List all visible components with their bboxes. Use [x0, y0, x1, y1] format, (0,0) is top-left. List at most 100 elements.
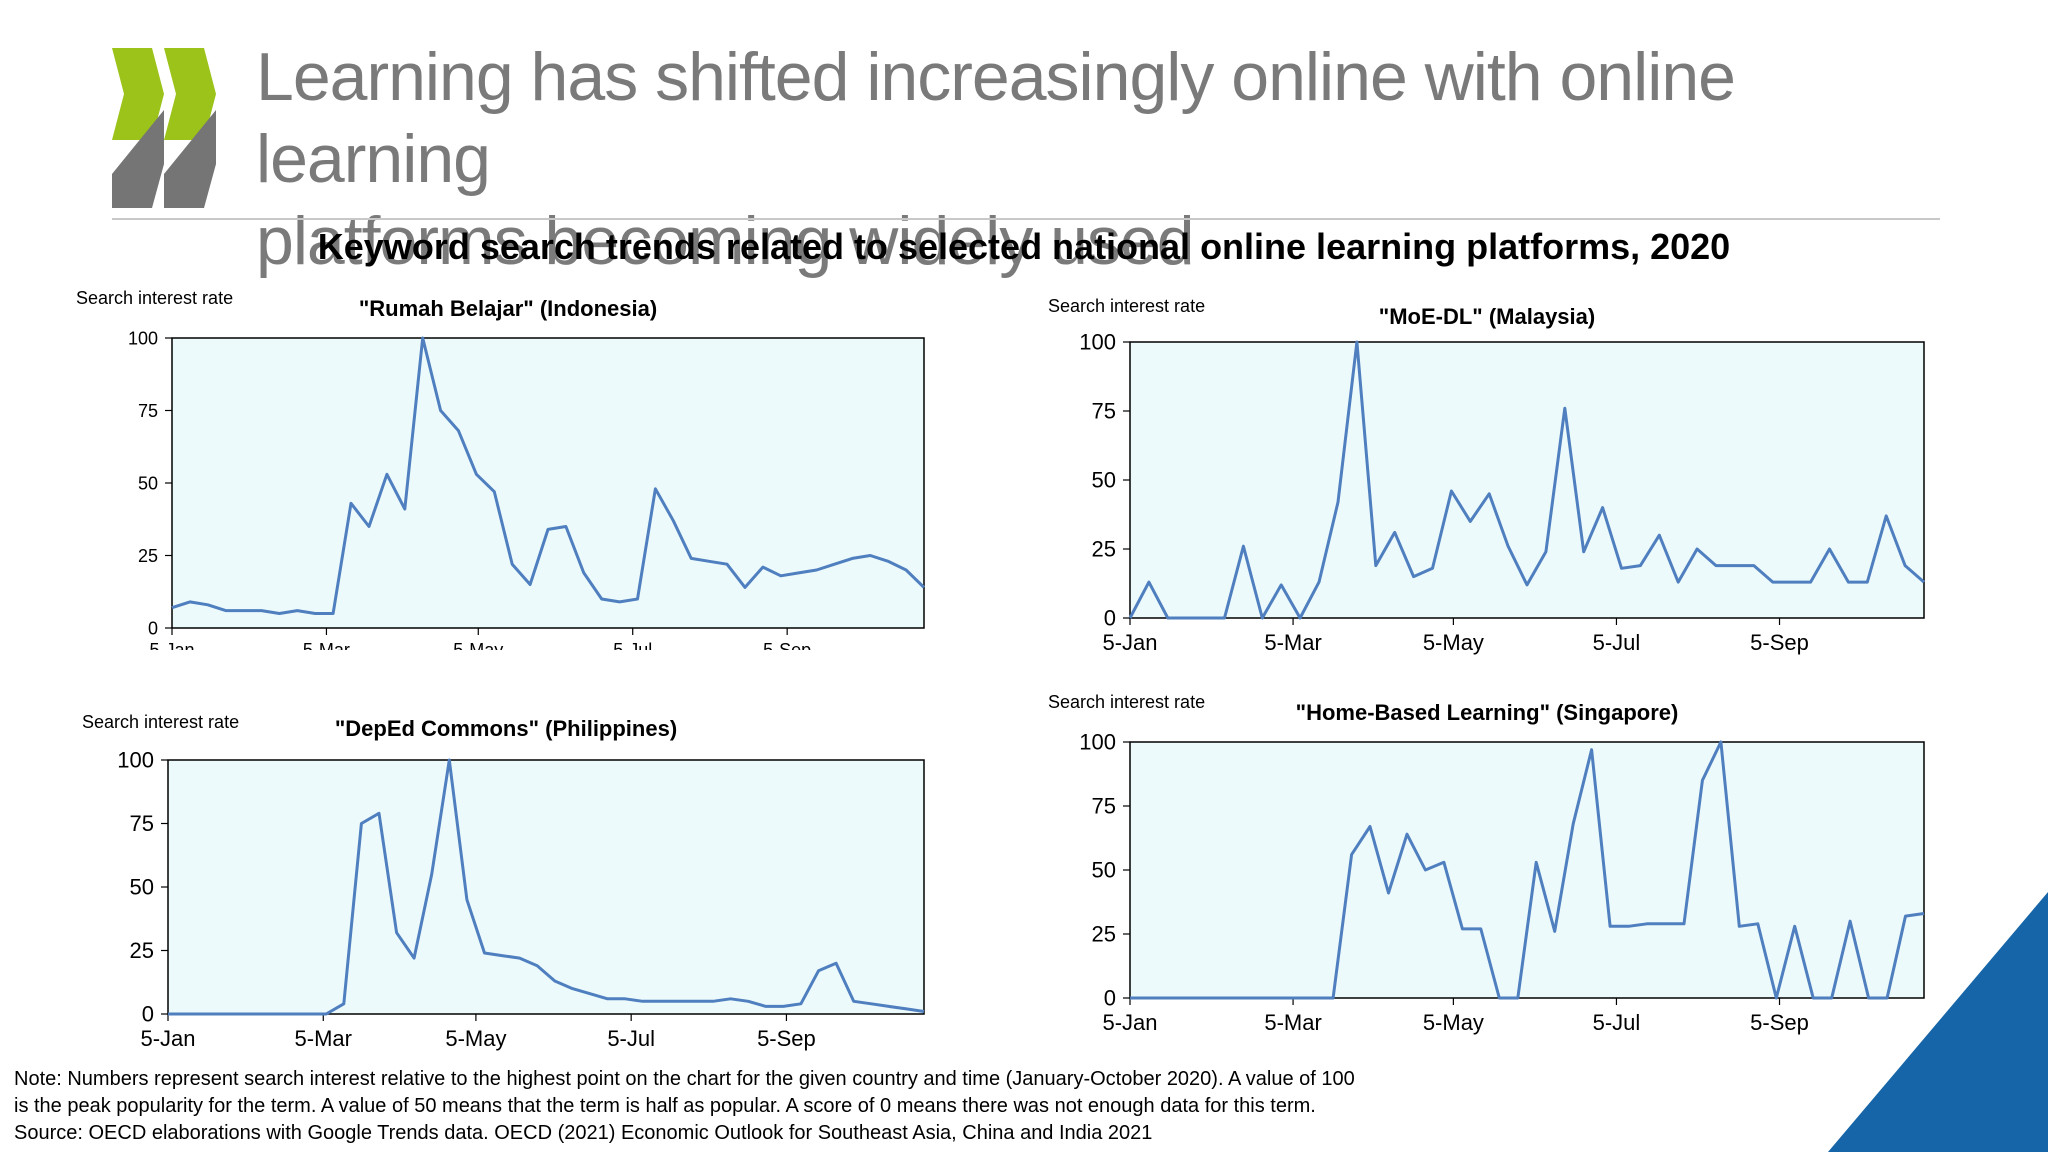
- data-point: [1572, 822, 1575, 825]
- data-point: [1696, 548, 1699, 551]
- data-point: [483, 952, 486, 955]
- data-point: [1280, 583, 1283, 586]
- y-tick-label: 25: [130, 938, 154, 963]
- data-point: [708, 560, 711, 563]
- data-point: [254, 1013, 257, 1016]
- data-point: [1450, 490, 1453, 493]
- y-tick-label: 50: [130, 875, 154, 900]
- data-point: [1469, 520, 1472, 523]
- data-point: [1442, 861, 1445, 864]
- x-tick-label: 5-Jul: [607, 1026, 655, 1051]
- page-title-line2: platforms becoming widely used: [256, 203, 1195, 279]
- data-point: [1601, 506, 1604, 509]
- data-point: [493, 490, 496, 493]
- data-point: [1553, 930, 1556, 933]
- data-point: [1350, 853, 1353, 856]
- data-point: [1885, 514, 1888, 517]
- data-point: [278, 612, 281, 615]
- data-point: [641, 1000, 644, 1003]
- data-point: [799, 1002, 802, 1005]
- data-point: [1147, 581, 1150, 584]
- data-point: [870, 1002, 873, 1005]
- data-point: [1424, 869, 1427, 872]
- data-point: [1223, 617, 1226, 620]
- data-point: [511, 563, 514, 566]
- x-tick-label: 5-Jan: [149, 640, 194, 650]
- data-point: [553, 979, 556, 982]
- data-point: [743, 586, 746, 589]
- chart-title: "MoE-DL" (Malaysia): [1379, 304, 1595, 329]
- data-point: [582, 571, 585, 574]
- data-point: [835, 962, 838, 965]
- data-point: [1299, 617, 1302, 620]
- data-point: [1374, 564, 1377, 567]
- data-point: [1412, 575, 1415, 578]
- data-point: [350, 502, 353, 505]
- y-tick-label: 100: [1079, 330, 1116, 355]
- data-point: [833, 563, 836, 566]
- data-point: [501, 954, 504, 957]
- title-divider: [112, 218, 1940, 220]
- data-point: [325, 1013, 328, 1016]
- data-point: [747, 1000, 750, 1003]
- data-point: [260, 609, 263, 612]
- y-axis-label: Search interest rate: [82, 712, 239, 732]
- chart-svg-philippines: "DepEd Commons" (Philippines) Search inte…: [82, 712, 926, 1051]
- data-point: [761, 566, 764, 569]
- data-point: [1620, 567, 1623, 570]
- data-point: [923, 1010, 926, 1013]
- chart-svg-malaysia: "MoE-DL" (Malaysia) Search interest rate 0…: [1048, 296, 1925, 655]
- y-tick-label: 75: [130, 811, 154, 836]
- data-point: [887, 1005, 890, 1008]
- y-tick-label: 0: [1104, 606, 1116, 631]
- chart-panel-singapore: "Home-Based Learning" (Singapore) Search …: [1010, 684, 1940, 1049]
- data-point: [1355, 341, 1358, 344]
- x-tick-label: 5-Jul: [613, 640, 652, 650]
- data-point: [1516, 997, 1519, 1000]
- corner-decoration: [1828, 892, 2048, 1152]
- data-point: [536, 964, 539, 967]
- x-tick-label: 5-Jan: [1102, 630, 1157, 655]
- x-tick-label: 5-Jan: [1102, 1010, 1157, 1035]
- data-point: [518, 957, 521, 960]
- source-line: Source: OECD elaborations with Google Tr…: [14, 1122, 1153, 1144]
- footnote: Note: Numbers represent search interest …: [14, 1066, 1414, 1147]
- data-point: [1847, 581, 1850, 584]
- y-tick-label: 100: [1079, 730, 1116, 755]
- logo-chevron-green-left: [112, 48, 164, 140]
- data-point: [188, 600, 191, 603]
- y-tick-label: 75: [1092, 399, 1116, 424]
- data-point: [815, 569, 818, 572]
- data-point: [448, 759, 451, 762]
- data-point: [869, 554, 872, 557]
- chart-panel-philippines: "DepEd Commons" (Philippines) Search inte…: [40, 704, 960, 1069]
- data-point: [1165, 997, 1168, 1000]
- data-point: [588, 992, 591, 995]
- data-point: [636, 598, 639, 601]
- series-line: [168, 758, 925, 1016]
- data-point: [726, 563, 729, 566]
- x-tick-label: 5-Mar: [295, 1026, 352, 1051]
- data-point: [1295, 997, 1298, 1000]
- y-tick-label: 50: [1092, 468, 1116, 493]
- data-point: [307, 1013, 310, 1016]
- y-tick-label: 0: [142, 1002, 154, 1027]
- data-point: [1563, 407, 1566, 410]
- data-point: [782, 1005, 785, 1008]
- data-point: [1590, 748, 1593, 751]
- page-title: Learning has shifted increasingly online…: [256, 36, 1956, 282]
- note-line-1: Note: Numbers represent search interest …: [14, 1068, 1355, 1090]
- data-point: [1677, 581, 1680, 584]
- x-tick-label: 5-Sep: [763, 640, 811, 650]
- logo-chevron-green-right: [164, 48, 216, 140]
- data-point: [1479, 927, 1482, 930]
- data-point: [887, 560, 890, 563]
- data-point: [1461, 927, 1464, 930]
- data-point: [1387, 892, 1390, 895]
- data-point: [764, 1005, 767, 1008]
- data-point: [224, 609, 227, 612]
- data-point: [206, 603, 209, 606]
- x-tick-label: 5-Mar: [1264, 1010, 1321, 1035]
- y-tick-label: 25: [1092, 922, 1116, 947]
- data-point: [403, 508, 406, 511]
